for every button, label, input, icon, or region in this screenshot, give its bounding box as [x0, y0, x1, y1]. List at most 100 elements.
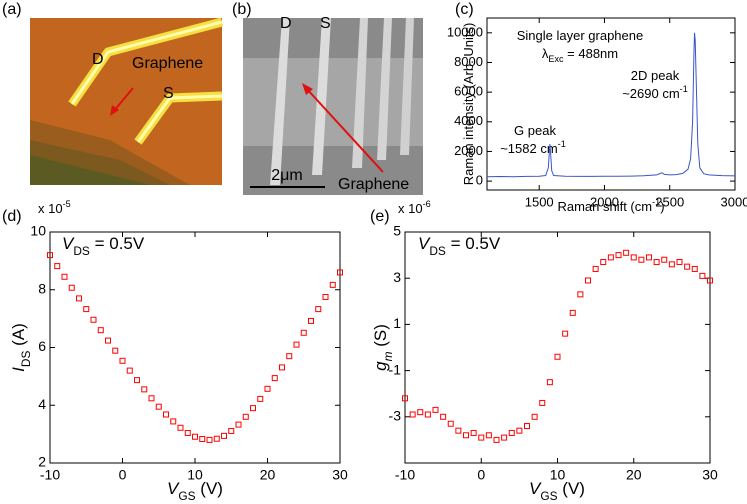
x-tick-label: 3000	[721, 194, 747, 209]
data-point	[478, 434, 485, 441]
data-point	[615, 252, 622, 259]
x-axis-label-part: -1	[652, 197, 660, 207]
data-point	[630, 254, 637, 261]
data-point	[322, 293, 329, 300]
data-point	[699, 272, 706, 279]
data-point	[337, 269, 343, 276]
annotation-part: = 0.5V	[446, 234, 501, 253]
data-point	[54, 263, 61, 270]
x-tick-label: -10	[395, 467, 415, 483]
annotation-part: 2D peak	[631, 68, 680, 83]
annotation-part: ~2690 cm	[622, 86, 679, 101]
y-tick-label: 6000	[454, 84, 483, 99]
panel-label: (a)	[2, 1, 22, 18]
y-tick-label: 2000	[454, 143, 483, 158]
annotation: VDS = 0.5V	[418, 234, 501, 258]
x-axis-label-part: GS	[540, 489, 557, 503]
plot-frame	[486, 17, 736, 191]
data-point	[134, 377, 140, 384]
data-point	[221, 432, 227, 439]
data-point	[213, 435, 220, 442]
data-point	[76, 295, 82, 302]
data-point	[68, 284, 75, 291]
x-tick-label: 20	[260, 467, 276, 483]
panel-label: (c)	[455, 1, 474, 18]
data-point	[516, 427, 523, 434]
annotation-part: -1	[680, 84, 688, 94]
spectrum-line	[486, 32, 736, 178]
data-point	[546, 379, 553, 386]
y-tick-label: 0	[476, 173, 483, 188]
data-point	[646, 254, 652, 261]
x-tick-label: 10	[550, 467, 566, 483]
y-tick-label: -1	[389, 361, 402, 377]
data-point	[508, 429, 515, 436]
y-tick-label: 6	[38, 338, 46, 354]
data-point	[623, 249, 630, 256]
x-tick-label: 2000	[590, 194, 619, 209]
x-tick-label: 30	[332, 467, 348, 483]
data-point	[192, 433, 198, 440]
data-point	[206, 436, 213, 443]
data-point	[402, 395, 408, 402]
x-axis-label: VGS (V)	[529, 479, 585, 503]
axis-scale-label: x 10-5	[38, 199, 71, 216]
sem-image	[243, 18, 423, 195]
data-point	[90, 316, 97, 323]
data-point	[531, 413, 538, 420]
annotation-part: -1	[558, 139, 566, 149]
data-point	[329, 281, 336, 288]
y-axis-label-part: I	[9, 367, 28, 372]
y-axis-label-part: (S)	[371, 324, 390, 351]
data-point	[676, 259, 683, 266]
data-point	[562, 330, 569, 337]
data-point	[539, 399, 546, 406]
data-point	[600, 259, 607, 266]
data-point	[148, 395, 155, 402]
data-point	[170, 418, 177, 425]
annotation-part: λ	[542, 46, 549, 61]
image-label: D	[92, 51, 104, 68]
y-tick-label: 4000	[454, 113, 483, 128]
y-tick-label: 1	[393, 315, 401, 331]
axis-scale-label-part: x 10	[398, 201, 423, 216]
y-tick-label: 5	[393, 223, 401, 239]
data-point	[112, 347, 119, 354]
annotation-part: = 0.5V	[90, 234, 145, 253]
data-point	[668, 261, 675, 268]
x-tick-label: -10	[40, 467, 60, 483]
annotation: ~2690 cm-1	[622, 84, 688, 101]
data-point	[493, 436, 500, 443]
annotation-part: ~1582 cm	[500, 141, 557, 156]
data-point	[300, 329, 307, 336]
image-label: S	[163, 85, 174, 102]
data-point	[315, 306, 322, 313]
data-point	[447, 420, 454, 427]
axis-scale-label-part: -5	[63, 199, 71, 209]
data-point	[199, 436, 206, 443]
data-point	[470, 429, 477, 436]
data-point	[250, 405, 256, 412]
x-axis-label-part: GS	[178, 489, 195, 503]
x-tick-label: 30	[702, 467, 718, 483]
data-point	[554, 353, 561, 360]
data-point	[163, 411, 169, 418]
x-tick-label: 0	[477, 467, 485, 483]
y-axis-label: Raman intensity (Arb. Units)	[461, 23, 476, 186]
data-point	[455, 427, 462, 434]
x-axis-label: Raman shift (cm-1)	[557, 197, 664, 214]
data-point	[242, 413, 249, 420]
data-point	[279, 364, 285, 371]
data-point	[61, 273, 68, 280]
x-tick-label: 10	[187, 467, 203, 483]
image-label: S	[320, 15, 331, 32]
image-label: D	[280, 15, 292, 32]
axis-scale-label-part: x 10	[38, 201, 63, 216]
data-point	[569, 309, 576, 316]
y-axis-label: IDS (A)	[9, 323, 33, 372]
image-label: Graphene	[338, 176, 409, 193]
data-point	[177, 424, 184, 431]
data-point	[440, 413, 447, 420]
data-point	[257, 395, 264, 402]
